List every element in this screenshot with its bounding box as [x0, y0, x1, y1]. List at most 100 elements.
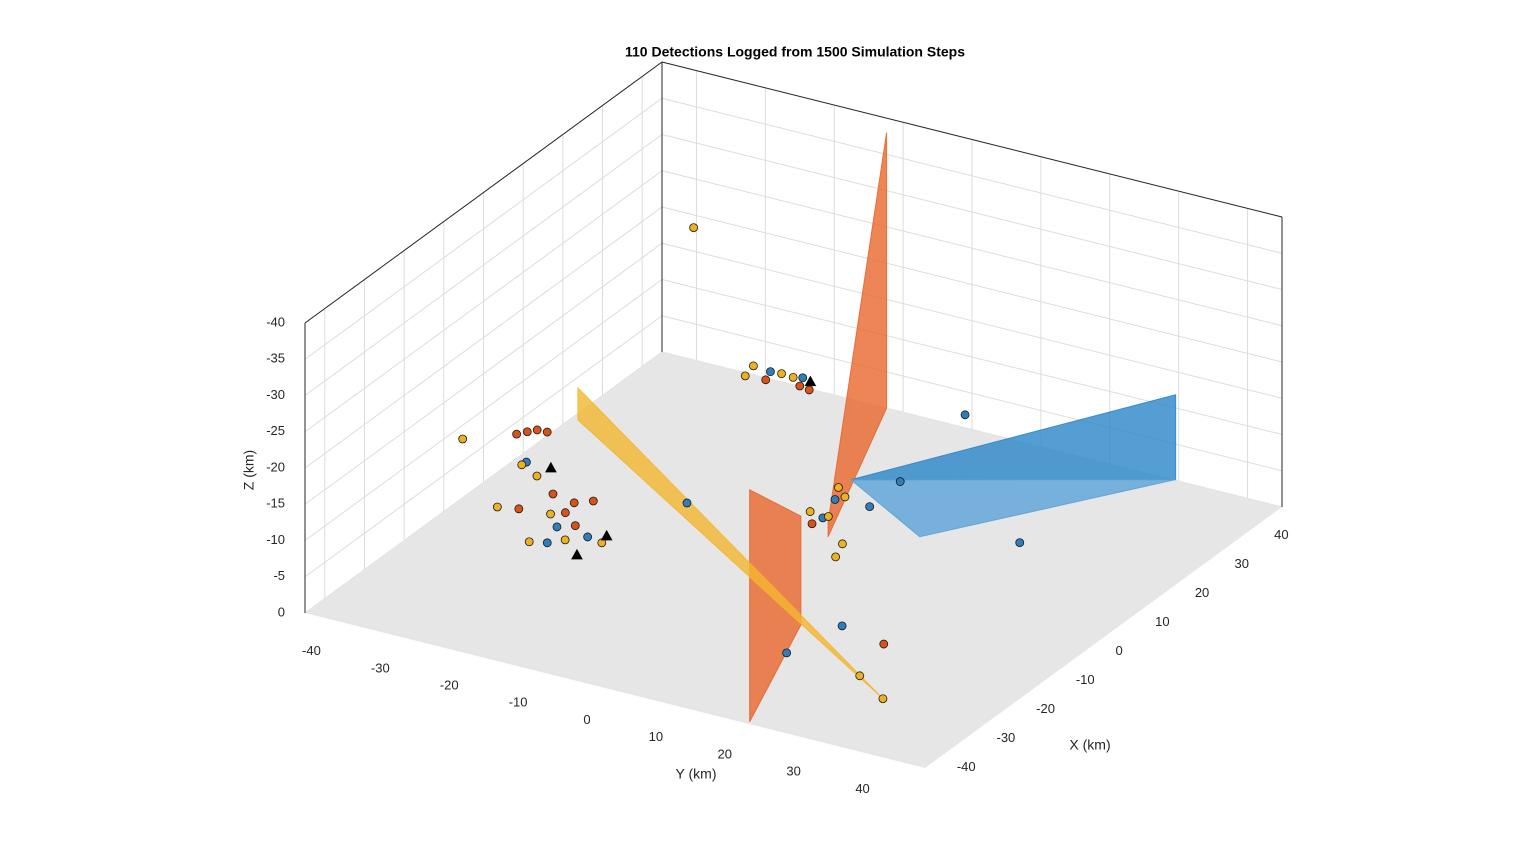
y-axis-label: Y (km): [676, 766, 717, 782]
detection-marker: [840, 492, 850, 502]
x-tick-label: -30: [997, 730, 1016, 745]
detection-marker: [740, 371, 750, 381]
x-tick-label: 30: [1235, 556, 1249, 571]
detection-marker: [458, 434, 468, 444]
detection-marker: [788, 372, 798, 382]
detection-marker: [588, 496, 598, 506]
detection-marker: [514, 504, 524, 514]
z-axis-label: Z (km): [241, 450, 257, 490]
grid-line: [661, 134, 1283, 290]
y-tick-label: -10: [509, 695, 528, 710]
detection-marker: [823, 512, 833, 521]
detection-marker: [804, 385, 814, 395]
grid-line: [661, 315, 1283, 472]
grid-line: [661, 97, 1283, 254]
detection-marker: [542, 427, 552, 437]
z-tick-label: -20: [266, 459, 285, 474]
y-tick-label: -20: [440, 677, 459, 692]
grid-line: [304, 242, 663, 505]
y-tick-label: 10: [649, 729, 663, 744]
detection-marker: [960, 410, 970, 420]
detection-marker: [1015, 538, 1025, 548]
x-tick-label: 0: [1116, 643, 1123, 658]
grid-line: [661, 206, 1283, 363]
detection-marker: [837, 621, 847, 631]
sensor-beam: [749, 489, 802, 723]
detection-marker: [749, 361, 758, 371]
detection-marker: [865, 502, 875, 511]
detection-marker: [524, 537, 534, 547]
detection-marker: [552, 522, 562, 532]
z-tick-label: -30: [266, 387, 285, 402]
detection-marker: [546, 509, 555, 519]
detection-marker: [560, 535, 570, 545]
grid-line: [661, 242, 1283, 399]
platform-marker: [600, 529, 613, 541]
detection-marker: [895, 477, 905, 486]
detection-marker: [855, 671, 865, 681]
y-tick-label: -30: [371, 660, 390, 675]
z-tick-label: -25: [266, 423, 285, 438]
x-axis-label: X (km): [1069, 737, 1110, 753]
sensor-beam: [849, 479, 1176, 538]
platform-marker: [571, 548, 583, 560]
detection-marker: [512, 429, 522, 439]
detection-marker: [570, 521, 580, 531]
x-tick-label: -40: [957, 759, 976, 774]
sensor-beam: [827, 132, 888, 537]
x-tick-label: -10: [1076, 672, 1095, 687]
grid-line: [304, 206, 663, 469]
detection-marker: [805, 507, 815, 516]
grid-line: [304, 170, 663, 433]
box-edge: [661, 61, 1283, 218]
x-tick-label: -20: [1036, 701, 1055, 716]
detection-marker: [522, 427, 532, 437]
platform-marker: [545, 461, 557, 473]
platform-marker: [804, 375, 817, 387]
detection-marker: [532, 425, 542, 435]
detection-marker: [583, 532, 593, 542]
detection-marker: [689, 223, 699, 233]
detection-marker: [834, 483, 843, 492]
detection-marker: [807, 519, 817, 529]
detection-marker: [878, 694, 888, 704]
y-tick-label: 30: [786, 764, 800, 779]
x-tick-label: 40: [1274, 527, 1288, 542]
grid-line: [661, 170, 1283, 327]
detection-marker: [795, 381, 805, 391]
detection-marker: [766, 367, 775, 377]
detection-marker: [532, 471, 542, 481]
y-tick-label: 0: [583, 712, 590, 727]
grid-line: [661, 279, 1283, 435]
z-tick-label: -15: [266, 496, 285, 511]
detection-marker: [879, 639, 889, 649]
grid-line: [304, 315, 663, 578]
z-tick-label: -35: [266, 351, 285, 366]
grid-line: [304, 279, 663, 541]
detection-marker: [830, 495, 840, 504]
z-tick-label: -5: [273, 568, 285, 583]
detection-marker: [548, 489, 558, 499]
detection-marker: [517, 460, 527, 470]
detection-marker: [782, 648, 792, 658]
detection-marker: [682, 498, 692, 508]
chart-title: 110 Detections Logged from 1500 Simulati…: [625, 44, 965, 60]
detection-marker: [777, 369, 786, 379]
grid-line: [304, 97, 663, 360]
y-tick-label: -40: [302, 643, 321, 658]
y-tick-label: 40: [855, 781, 869, 796]
z-tick-label: -40: [266, 314, 285, 329]
detection-marker: [831, 552, 841, 562]
sensor-beam: [577, 386, 884, 700]
detection-marker: [798, 373, 808, 383]
detection-marker: [542, 538, 552, 548]
detection-marker: [569, 498, 579, 508]
detection-marker: [560, 508, 570, 518]
grid-line: [304, 134, 663, 396]
z-tick-label: 0: [278, 604, 285, 619]
x-tick-label: 10: [1155, 614, 1169, 629]
z-tick-label: -10: [266, 532, 285, 547]
detection-marker: [492, 502, 502, 512]
